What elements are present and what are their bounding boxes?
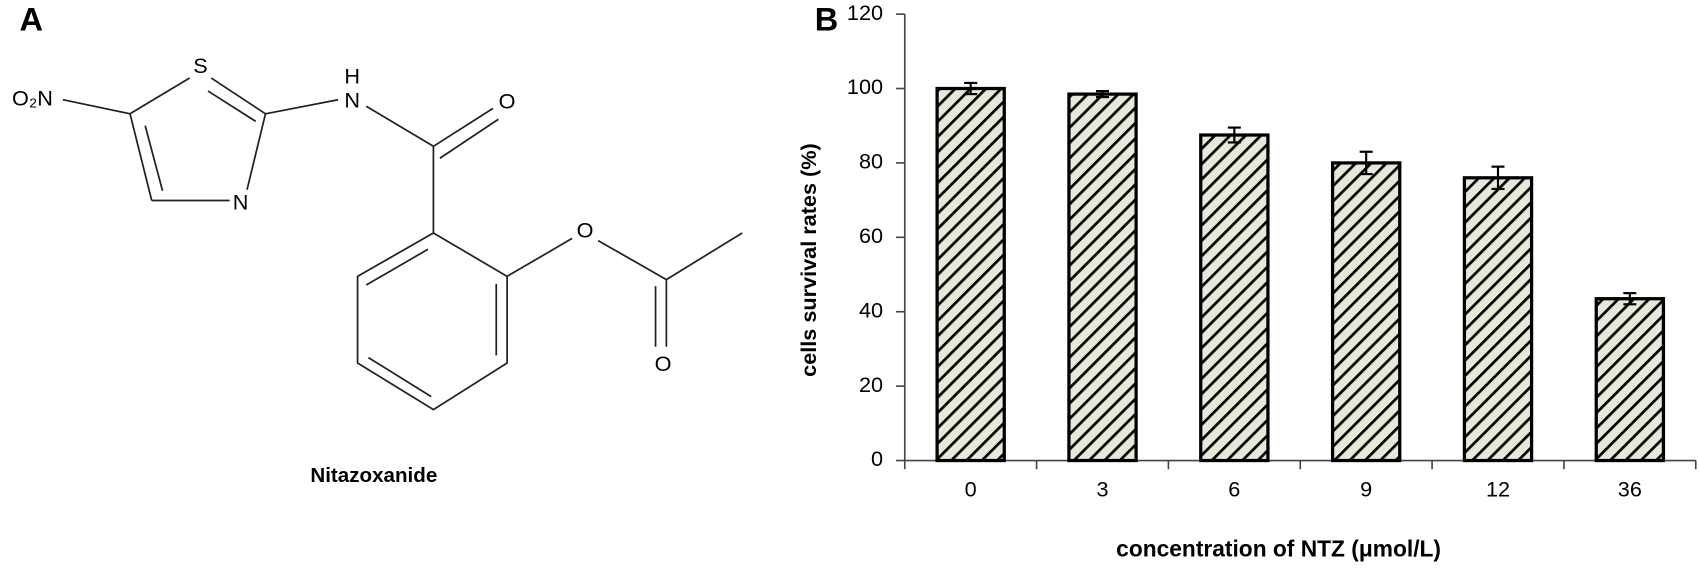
- y-tick-label: 100: [847, 74, 883, 99]
- y-tick-label: 20: [859, 372, 883, 397]
- x-tick-label: 3: [1096, 477, 1108, 502]
- atom-label: O: [499, 89, 516, 114]
- atom-label: O: [655, 351, 672, 376]
- atom-label: S: [193, 53, 207, 78]
- structure: O₂N S H N O N O O Nitazoxanide: [12, 53, 743, 487]
- bar: [1462, 176, 1534, 463]
- x-tick-label: 9: [1360, 477, 1372, 502]
- atom-label: O₂N: [12, 85, 53, 110]
- y-tick-label: 60: [859, 223, 883, 248]
- bar: [935, 86, 1006, 463]
- bar: [1330, 161, 1402, 463]
- compound-name: Nitazoxanide: [310, 464, 437, 487]
- bar: [1199, 133, 1270, 463]
- panel-letter: A: [20, 1, 43, 37]
- x-tick-label: 6: [1228, 477, 1240, 502]
- x-axis-label: concentration of NTZ (μmol/L): [1116, 535, 1441, 561]
- atom-label: N: [344, 88, 360, 113]
- y-tick-label: 0: [871, 446, 883, 471]
- bar: [1067, 92, 1138, 463]
- atom-label: N: [233, 189, 249, 214]
- bar: [1594, 297, 1666, 463]
- x-tick-label: 12: [1486, 477, 1510, 502]
- y-axis-label: cells survival rates (%): [796, 143, 821, 377]
- panel-letter: B: [815, 1, 838, 37]
- atom-label: H: [344, 64, 360, 89]
- x-tick-label: 0: [965, 477, 977, 502]
- x-tick-label: 36: [1618, 477, 1642, 502]
- y-tick-label: 40: [859, 297, 883, 322]
- atom-label: O: [577, 218, 594, 243]
- y-tick-label: 80: [859, 149, 883, 174]
- y-tick-label: 120: [847, 0, 883, 25]
